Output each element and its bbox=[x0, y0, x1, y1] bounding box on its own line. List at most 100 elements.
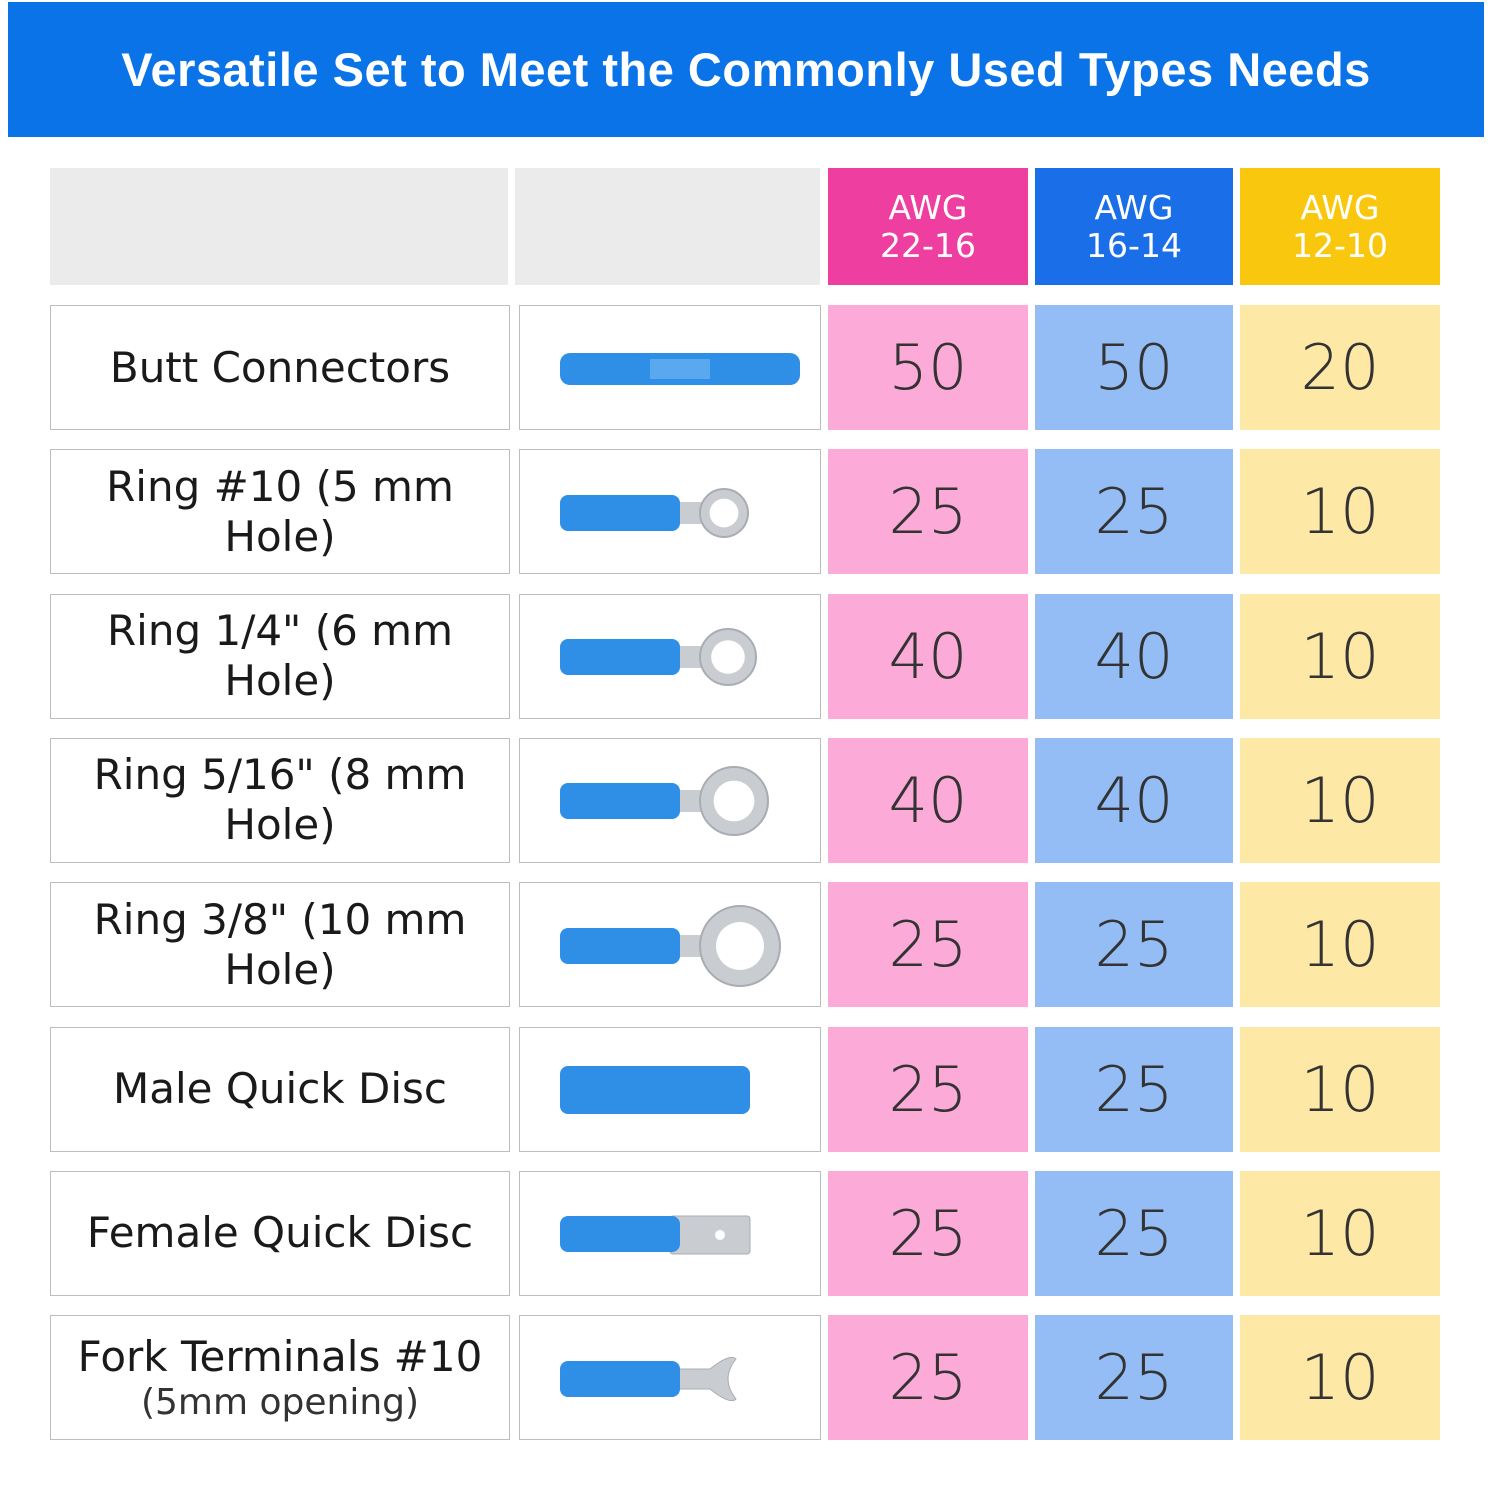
header-unit: AWG bbox=[1300, 187, 1380, 227]
icon-cell bbox=[519, 1026, 821, 1152]
icon-part bbox=[560, 1360, 680, 1397]
count: 10 bbox=[1300, 908, 1380, 982]
count-cell: 25 bbox=[1035, 449, 1233, 575]
count-cell: 10 bbox=[1240, 1170, 1440, 1296]
connector-icon bbox=[560, 904, 781, 987]
count-cell: 10 bbox=[1240, 1026, 1440, 1152]
row-name-text: Male Quick Disc bbox=[113, 1064, 447, 1113]
count: 25 bbox=[1094, 1341, 1174, 1415]
header-blank bbox=[50, 168, 508, 285]
row-name: Ring 3/8" (10 mm Hole) bbox=[50, 882, 510, 1008]
icon-part bbox=[560, 1066, 750, 1114]
header-range: 16-14 bbox=[1086, 225, 1182, 265]
icon-cell bbox=[519, 305, 821, 430]
count-cell: 25 bbox=[1035, 882, 1233, 1008]
header-range: 12-10 bbox=[1292, 225, 1388, 265]
row-name: Male Quick Disc bbox=[50, 1026, 510, 1152]
row-note: (5mm opening) bbox=[140, 1381, 420, 1423]
count: 40 bbox=[1094, 619, 1174, 693]
header-cell: AWG 16-14 bbox=[1035, 168, 1233, 285]
count: 25 bbox=[888, 908, 968, 982]
connector-icon bbox=[560, 1066, 750, 1114]
row-name: Ring 5/16" (8 mm Hole) bbox=[50, 737, 510, 863]
icon-part bbox=[669, 1215, 751, 1255]
count-cell: 25 bbox=[828, 882, 1028, 1008]
count: 25 bbox=[1094, 1052, 1174, 1126]
count-cell: 10 bbox=[1240, 737, 1440, 863]
count-cell: 25 bbox=[828, 1026, 1028, 1152]
count-cell: 40 bbox=[1035, 593, 1233, 719]
connector-icon bbox=[560, 1215, 751, 1255]
count: 10 bbox=[1300, 1196, 1380, 1270]
count-cell: 25 bbox=[1035, 1026, 1233, 1152]
row-name-text: Ring 3/8" (10 mm Hole) bbox=[93, 894, 467, 994]
count-cell: 25 bbox=[828, 1315, 1028, 1441]
connector-icon bbox=[560, 1356, 737, 1401]
icon-cell bbox=[519, 737, 821, 863]
header-cell: AWG 12-10 bbox=[1240, 168, 1440, 285]
count: 25 bbox=[888, 1341, 968, 1415]
icon-part bbox=[560, 783, 680, 820]
row-name: Ring 1/4" (6 mm Hole) bbox=[50, 593, 510, 719]
count-cell: 20 bbox=[1240, 305, 1440, 430]
icon-part bbox=[650, 358, 710, 379]
row-name-text: Ring 5/16" (8 mm Hole) bbox=[93, 750, 467, 850]
count: 40 bbox=[888, 763, 968, 837]
icon-part bbox=[711, 640, 745, 674]
connector-icon bbox=[560, 487, 749, 538]
icon-part bbox=[560, 494, 680, 531]
count-cell: 40 bbox=[828, 737, 1028, 863]
count: 10 bbox=[1300, 619, 1380, 693]
icon-part bbox=[560, 1216, 680, 1253]
title-bar: Versatile Set to Meet the Commonly Used … bbox=[8, 2, 1484, 137]
row-name-text: Ring #10 (5 mm Hole) bbox=[106, 461, 454, 561]
count: 10 bbox=[1300, 763, 1380, 837]
header-unit: AWG bbox=[1094, 187, 1174, 227]
count-cell: 50 bbox=[1035, 305, 1233, 430]
count: 50 bbox=[888, 331, 968, 404]
count: 40 bbox=[888, 619, 968, 693]
count-cell: 50 bbox=[828, 305, 1028, 430]
icon-part bbox=[669, 1356, 737, 1401]
icon-cell bbox=[519, 449, 821, 575]
title: Versatile Set to Meet the Commonly Used … bbox=[121, 43, 1371, 96]
icon-part bbox=[560, 927, 680, 964]
row-name-text: Fork Terminals #10 bbox=[77, 1331, 483, 1381]
count-cell: 25 bbox=[828, 1170, 1028, 1296]
icon-part bbox=[715, 1230, 725, 1241]
icon-cell bbox=[519, 1315, 821, 1441]
count: 40 bbox=[1094, 763, 1174, 837]
header-cell: AWG 22-16 bbox=[828, 168, 1028, 285]
icon-cell bbox=[519, 593, 821, 719]
count-cell: 25 bbox=[1035, 1170, 1233, 1296]
count: 25 bbox=[1094, 475, 1174, 549]
count-cell: 25 bbox=[828, 449, 1028, 575]
count-cell: 40 bbox=[1035, 737, 1233, 863]
count-cell: 40 bbox=[828, 593, 1028, 719]
count-cell: 10 bbox=[1240, 882, 1440, 1008]
count: 25 bbox=[888, 475, 968, 549]
count-cell: 10 bbox=[1240, 449, 1440, 575]
row-name: Ring #10 (5 mm Hole) bbox=[50, 449, 510, 575]
header-blank bbox=[515, 168, 820, 285]
row-name: Fork Terminals #10 (5mm opening) bbox=[50, 1315, 510, 1441]
count-cell: 25 bbox=[1035, 1315, 1233, 1441]
icon-part bbox=[713, 780, 755, 822]
count: 10 bbox=[1300, 475, 1380, 549]
row-name: Butt Connectors bbox=[50, 305, 510, 430]
row-name-text: Ring 1/4" (6 mm Hole) bbox=[106, 606, 454, 706]
row-name-text: Butt Connectors bbox=[109, 342, 451, 392]
count: 50 bbox=[1094, 331, 1174, 404]
count-cell: 10 bbox=[1240, 593, 1440, 719]
connector-icon bbox=[560, 766, 769, 837]
icon-cell bbox=[519, 1170, 821, 1296]
icon-part bbox=[709, 498, 739, 528]
count: 10 bbox=[1300, 1341, 1380, 1415]
icon-part bbox=[560, 639, 680, 676]
connector-icon bbox=[560, 628, 757, 687]
icon-cell bbox=[519, 882, 821, 1008]
count: 20 bbox=[1300, 331, 1380, 404]
count: 25 bbox=[1094, 908, 1174, 982]
count: 10 bbox=[1300, 1052, 1380, 1126]
